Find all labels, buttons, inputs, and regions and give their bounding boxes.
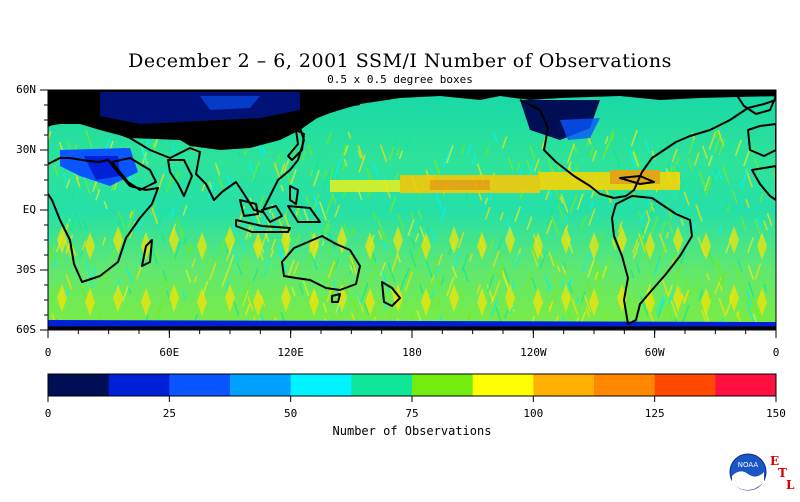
colorbar-swatch [715, 374, 777, 396]
colorbar-swatch [533, 374, 595, 396]
logo-letter-t: T [778, 466, 787, 480]
latitude-label: 30S [16, 263, 36, 276]
colorbar-tick-label: 125 [644, 407, 665, 420]
colorbar-swatch [472, 374, 534, 396]
colorbar-tick-label: 100 [523, 407, 544, 420]
colorbar-swatch [412, 374, 474, 396]
colorbar-tick-label: 50 [284, 407, 298, 420]
colorbar [47, 373, 777, 402]
swath-pattern [48, 129, 776, 330]
colorbar-tick-label: 75 [405, 407, 419, 420]
longitude-label: 180 [402, 346, 422, 359]
axis-ticks [40, 89, 777, 338]
colorbar-title: Number of Observations [332, 424, 492, 438]
noaa-etl-logo: NOAA E T L [728, 452, 798, 502]
latitude-label: 30N [16, 143, 36, 156]
longitude-label: 60E [159, 346, 180, 359]
colorbar-swatch [108, 374, 170, 396]
longitude-label: 0 [44, 346, 52, 359]
colorbar-swatch [169, 374, 231, 396]
map-subtitle: 0.5 x 0.5 degree boxes [327, 73, 473, 86]
longitude-label: 60W [644, 346, 665, 359]
latitude-label: 60N [16, 83, 36, 96]
colorbar-swatch [48, 374, 110, 396]
colorbar-swatch [594, 374, 656, 396]
logo-letter-e: E [770, 454, 780, 468]
logo-letter-l: L [786, 478, 795, 492]
colorbar-tick-label: 0 [44, 407, 52, 420]
coastlines [48, 91, 776, 329]
logo-wordmark: NOAA [738, 461, 759, 469]
latitude-label: 60S [16, 323, 36, 336]
colorbar-tick-label: 150 [766, 407, 786, 420]
longitude-label: 120W [520, 346, 547, 359]
map-title: December 2 – 6, 2001 SSM/I Number of Obs… [128, 50, 672, 72]
colorbar-swatch [654, 374, 716, 396]
colorbar-swatch [351, 374, 413, 396]
colorbar-tick-label: 25 [162, 407, 176, 420]
latitude-label: EQ [22, 203, 36, 216]
longitude-label: 120E [277, 346, 304, 359]
colorbar-swatch [230, 374, 292, 396]
colorbar-swatch [290, 374, 352, 396]
longitude-label: 0 [772, 346, 780, 359]
